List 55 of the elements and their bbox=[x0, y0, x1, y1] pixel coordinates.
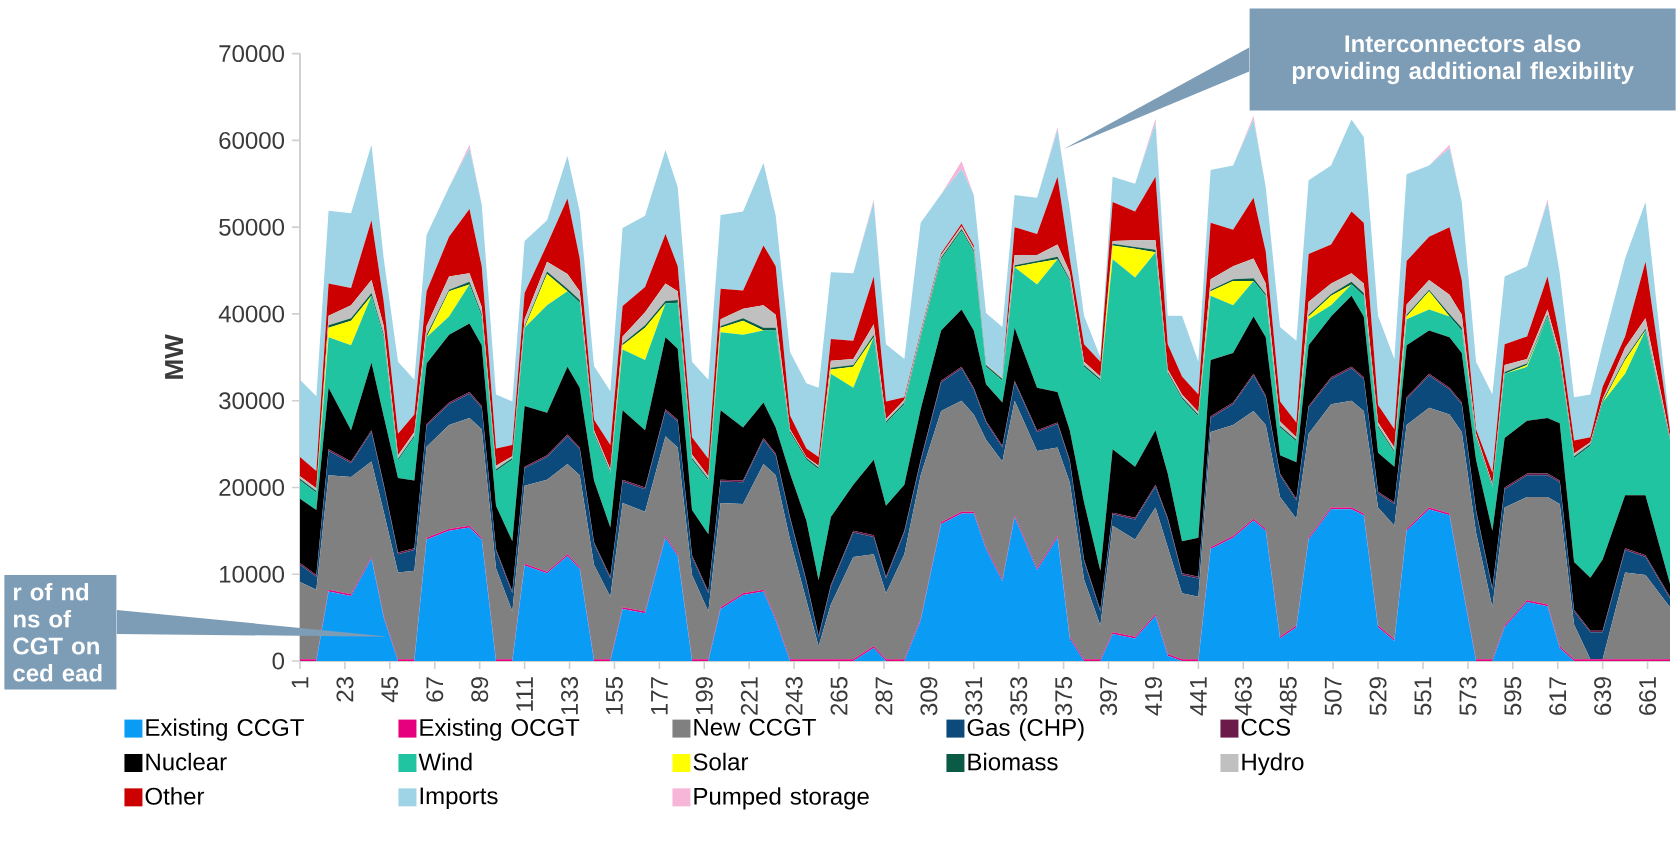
x-tick-label: 639 bbox=[1594, 677, 1612, 715]
x-tick-label: 199 bbox=[695, 677, 713, 715]
x-tick-label: 573 bbox=[1459, 677, 1477, 716]
x-tick-label: 375 bbox=[1055, 677, 1073, 716]
annotation: Interconnectors also providing additional flexibility bbox=[1292, 34, 1634, 85]
y-tick-label: 60000 bbox=[219, 131, 284, 149]
x-tick-label: 441 bbox=[1190, 677, 1207, 716]
legend-label: New CCGT bbox=[694, 718, 816, 736]
x-tick-label: 243 bbox=[785, 677, 803, 715]
x-tick-label: 595 bbox=[1504, 677, 1522, 716]
x-tick-label: 419 bbox=[1144, 677, 1162, 716]
x-tick-label: 111 bbox=[516, 677, 533, 711]
legend-label: Solar bbox=[693, 752, 749, 771]
x-tick-label: 463 bbox=[1234, 677, 1252, 716]
legend-label: Gas (CHP) bbox=[967, 718, 1084, 741]
legend-label: Pumped storage bbox=[694, 787, 869, 810]
y-axis-title: MW bbox=[165, 334, 183, 379]
legend-label: Wind bbox=[418, 752, 472, 771]
legend-label: Existing CCGT bbox=[146, 718, 304, 741]
legend-label: CCS bbox=[1241, 718, 1290, 736]
x-tick-label: 661 bbox=[1639, 677, 1657, 715]
x-tick-label: 397 bbox=[1100, 677, 1118, 716]
x-tick-label: 221 bbox=[740, 677, 758, 715]
x-tick-label: 133 bbox=[561, 677, 579, 715]
x-tick-label: 309 bbox=[920, 677, 938, 716]
y-tick-label: 0 bbox=[272, 652, 285, 670]
x-tick-label: 45 bbox=[381, 677, 399, 703]
y-tick-label: 50000 bbox=[219, 218, 284, 236]
y-tick-label: 20000 bbox=[219, 478, 284, 496]
x-tick-label: 485 bbox=[1279, 677, 1297, 716]
y-tick-label: 10000 bbox=[220, 565, 284, 583]
legend-label: Other bbox=[145, 787, 205, 805]
x-tick-label: 331 bbox=[965, 677, 983, 716]
x-tick-label: 89 bbox=[471, 677, 489, 702]
x-tick-label: 529 bbox=[1369, 677, 1387, 716]
y-tick-label: 70000 bbox=[219, 45, 284, 63]
x-tick-label: 265 bbox=[830, 677, 848, 715]
x-tick-label: 67 bbox=[426, 677, 444, 702]
x-tick-label: 23 bbox=[336, 677, 354, 702]
x-tick-label: 507 bbox=[1324, 677, 1342, 716]
y-tick-label: 30000 bbox=[219, 392, 284, 410]
x-tick-label: 287 bbox=[875, 677, 893, 715]
legend-label: Biomass bbox=[968, 752, 1058, 771]
x-tick-label: 177 bbox=[651, 677, 668, 715]
x-tick-label: 551 bbox=[1414, 677, 1432, 716]
legend-label: Nuclear bbox=[146, 752, 227, 771]
x-tick-label: 353 bbox=[1010, 677, 1028, 716]
x-tick-label: 155 bbox=[606, 677, 623, 715]
legend-label: Hydro bbox=[1242, 752, 1304, 776]
x-tick-label: 617 bbox=[1549, 677, 1567, 715]
text: r of nd ns of CGT on ced ead bbox=[13, 582, 102, 682]
legend-label: Existing OCGT bbox=[420, 718, 580, 741]
y-tick-label: 40000 bbox=[218, 305, 284, 323]
legend-label: Imports bbox=[420, 787, 498, 810]
x-tick-label: 1 bbox=[291, 677, 309, 688]
